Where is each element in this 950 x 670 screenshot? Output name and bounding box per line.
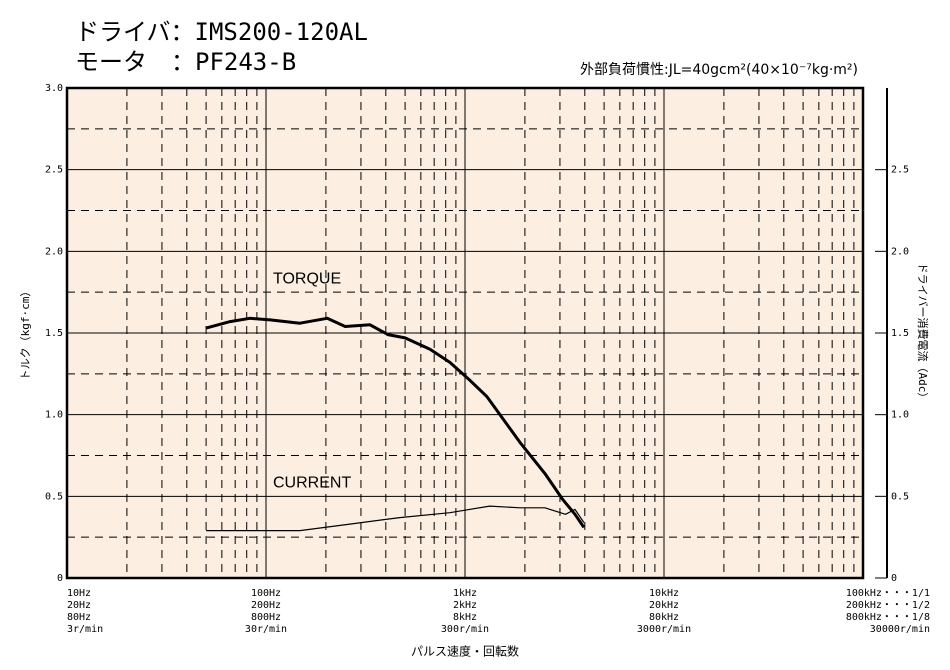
y2-tick-label: 1.0	[891, 410, 909, 421]
x-tick-sublabel: 20kHz	[649, 600, 679, 611]
y2-axis-label: ドライバー消費電流（Adc）	[916, 263, 930, 404]
x-tick-sublabel: 800Hz	[251, 612, 281, 623]
x-tick-label: 100Hz	[251, 588, 281, 599]
x-tick-sublabel: 80kHz	[649, 612, 679, 623]
y-tick-label: 0.5	[45, 491, 63, 502]
plot-frame	[65, 86, 865, 580]
chart-title: ドライバ：IMS200-120AL	[75, 18, 368, 46]
annotation: 外部負荷慣性:JL=40gcm²(40×10⁻⁷kg·m²)	[580, 61, 858, 78]
y-tick-label: 3.0	[45, 83, 63, 94]
y-tick-label: 1.5	[45, 328, 63, 339]
x-tick-label: 10Hz	[67, 588, 91, 599]
x-tick-label: 100kHz・・・1/1	[846, 588, 930, 599]
y2-tick-label: 1.5	[891, 328, 909, 339]
chart-subtitle: モータ ：PF243-B	[75, 48, 296, 76]
x-axis-label: パルス速度・回転数	[411, 644, 519, 659]
y2-tick-label: 2.5	[891, 165, 909, 176]
x-tick-sublabel: 30r/min	[245, 624, 287, 635]
x-tick-sublabel: 8kHz	[453, 612, 477, 623]
y2-tick-label: 0.5	[891, 491, 909, 502]
x-tick-sublabel: 80Hz	[67, 612, 91, 623]
x-tick-sublabel: 3r/min	[67, 624, 103, 635]
x-tick-sublabel: 30000r/min	[870, 624, 930, 635]
x-tick-sublabel: 3000r/min	[637, 624, 691, 635]
y2-tick-label: 2.0	[891, 246, 909, 257]
series-line	[206, 505, 585, 532]
series-line	[205, 316, 586, 529]
y-tick-label: 1.0	[45, 410, 63, 421]
x-tick-label: 1kHz	[453, 588, 477, 599]
x-tick-sublabel: 200kHz・・・1/2	[846, 600, 930, 611]
x-tick-sublabel: 300r/min	[441, 624, 489, 635]
y-tick-label: 2.5	[45, 165, 63, 176]
x-tick-sublabel: 800kHz・・・1/8	[846, 612, 930, 623]
series-label: TORQUE	[273, 270, 341, 287]
x-tick-sublabel: 200Hz	[251, 600, 281, 611]
y-axis-label: トルク（kgf·cm）	[19, 286, 32, 381]
x-tick-sublabel: 20Hz	[67, 600, 91, 611]
y-tick-label: 0	[57, 573, 63, 584]
y-tick-label: 2.0	[45, 246, 63, 257]
x-tick-label: 10kHz	[649, 588, 679, 599]
series-label: CURRENT	[273, 474, 351, 491]
x-tick-sublabel: 2kHz	[453, 600, 477, 611]
y2-tick-label: 0	[891, 573, 897, 584]
